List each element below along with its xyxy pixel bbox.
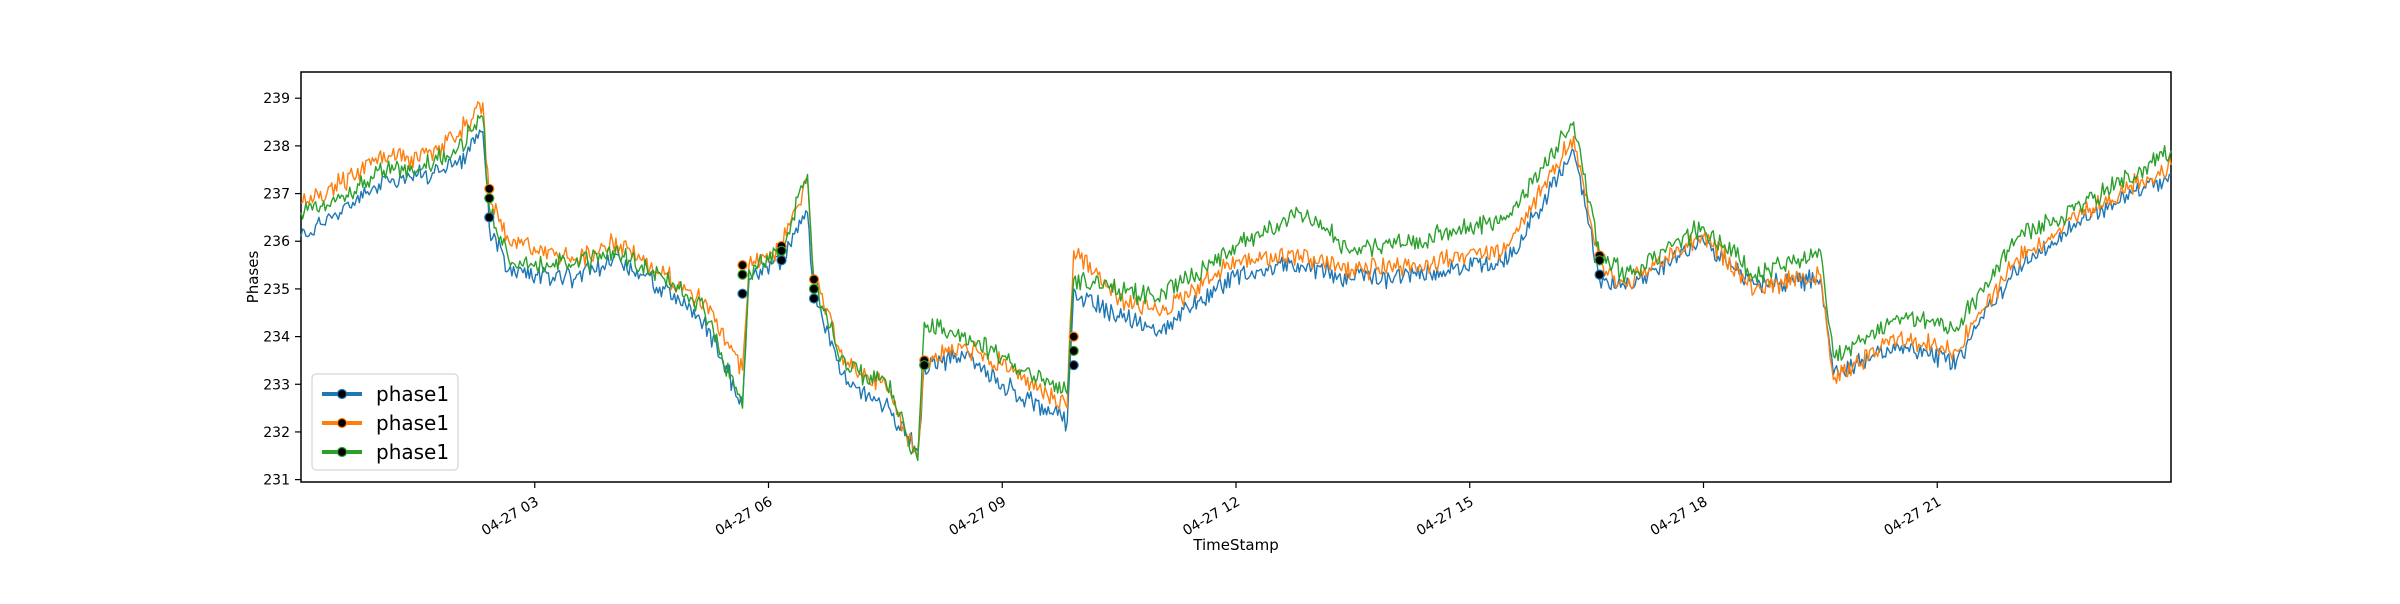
data-point-marker: [737, 260, 748, 271]
data-point-marker: [1594, 255, 1605, 266]
y-tick-label: 239: [263, 91, 290, 107]
x-tick-label: 04-27 21: [1882, 494, 1945, 539]
y-tick-label: 233: [263, 377, 290, 393]
series-layer: [300, 101, 2172, 462]
data-point-marker: [776, 255, 787, 266]
data-point-marker: [808, 283, 820, 294]
data-point-marker: [737, 269, 748, 280]
data-point-marker: [808, 274, 820, 285]
legend-label: phase1: [376, 440, 449, 464]
y-tick-label: 237: [263, 187, 290, 203]
x-tick-label: 04-27 03: [479, 494, 542, 539]
legend[interactable]: phase1 phase1 phase1: [311, 373, 459, 471]
y-tick-label: 238: [263, 139, 290, 155]
x-tick-label: 04-27 12: [1180, 494, 1243, 539]
legend-label: phase1: [376, 382, 449, 406]
x-axis: 04-27 03 04-27 06 04-27 09 04-27 12 04-27 15…: [479, 482, 1944, 539]
series-line-3: [300, 114, 2172, 462]
data-point-marker: [1594, 269, 1605, 280]
x-tick-label: 04-27 09: [947, 494, 1010, 539]
y-axis: 231 232 233 234 235 236 237 238 239: [263, 91, 301, 489]
y-tick-label: 235: [263, 282, 290, 298]
data-point-marker: [808, 293, 820, 304]
legend-entry[interactable]: phase1: [322, 382, 449, 406]
data-point-marker: [776, 245, 787, 256]
legend-entry[interactable]: phase1: [322, 440, 449, 464]
y-tick-label: 236: [263, 234, 290, 250]
x-tick-label: 04-27 15: [1414, 494, 1477, 539]
x-tick-label: 04-27 18: [1648, 494, 1711, 539]
legend-marker: [336, 417, 348, 429]
legend-box: [311, 373, 459, 471]
data-point-marker: [484, 183, 495, 194]
series-line-2: [300, 101, 2172, 457]
data-point-marker: [1068, 360, 1079, 371]
plot-frame: [300, 71, 2172, 483]
data-point-marker: [1068, 345, 1079, 356]
data-point-marker: [919, 360, 930, 371]
marker-layer: [484, 183, 1605, 371]
y-tick-label: 234: [263, 330, 290, 346]
y-axis-label: Phases: [244, 251, 262, 304]
data-point-marker: [484, 193, 495, 204]
x-axis-label: TimeStamp: [1192, 536, 1278, 554]
y-tick-label: 232: [263, 425, 290, 441]
data-point-marker: [737, 288, 748, 299]
legend-marker: [336, 446, 348, 458]
data-point-marker: [484, 212, 495, 223]
x-tick-label: 04-27 06: [713, 494, 776, 539]
legend-marker: [336, 388, 348, 400]
legend-label: phase1: [376, 411, 449, 435]
y-tick-label: 231: [263, 473, 290, 489]
legend-entry[interactable]: phase1: [322, 411, 449, 435]
data-point-marker: [1068, 331, 1079, 342]
